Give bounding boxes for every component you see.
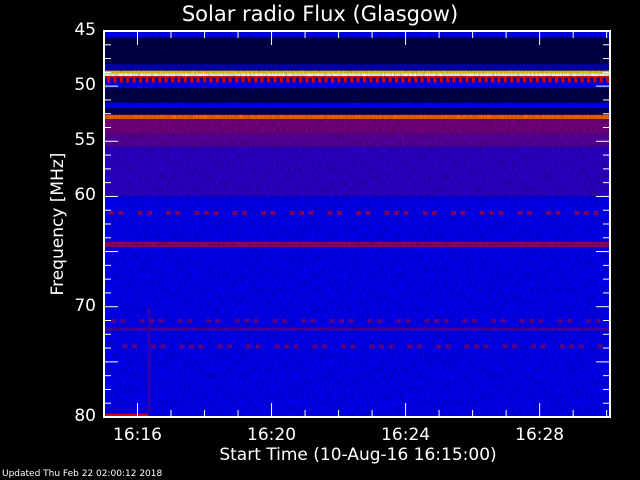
x-tick-label: 16:24 (381, 425, 431, 445)
x-tick-label: 16:16 (113, 425, 162, 445)
noise-texture (104, 31, 610, 417)
x-axis-label: Start Time (10-Aug-16 16:15:00) (219, 445, 497, 465)
plot-frame (103, 30, 611, 418)
y-tick-label: 60 (74, 185, 96, 206)
y-axis-label: Frequency [MHz] (48, 152, 68, 296)
x-tick-label: 16:20 (247, 425, 297, 445)
y-tick-label: 70 (74, 295, 96, 316)
y-tick-label: 45 (74, 20, 96, 40)
chart-title: Solar radio Flux (Glasgow) (181, 2, 459, 26)
updated-timestamp: Updated Thu Feb 22 02:00:12 2018 (2, 469, 163, 479)
y-tick-label: 50 (74, 75, 96, 96)
x-tick-label: 16:28 (515, 425, 565, 445)
y-tick-label: 80 (74, 406, 96, 426)
y-tick-label: 55 (74, 130, 96, 151)
